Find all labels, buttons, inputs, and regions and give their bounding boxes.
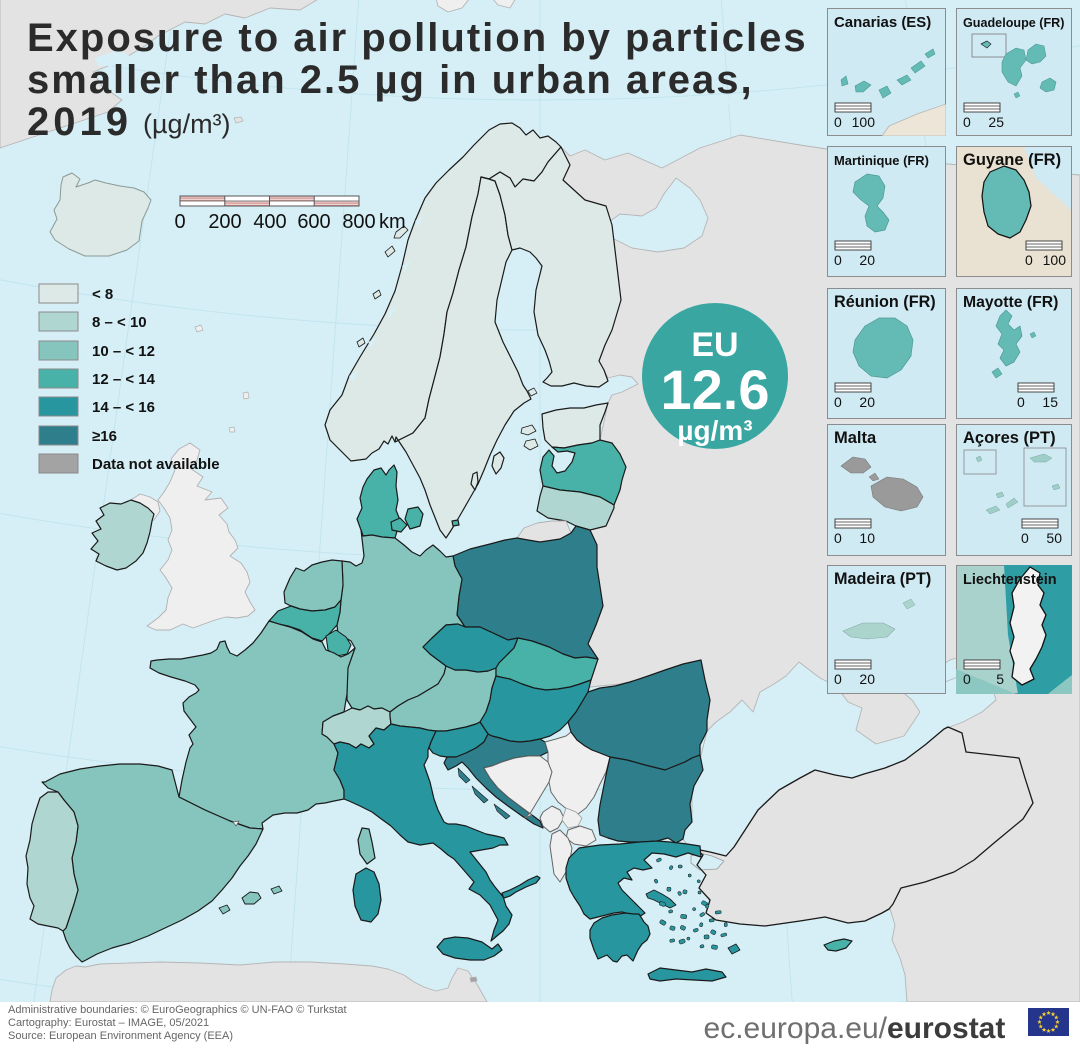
- svg-text:0: 0: [963, 114, 971, 130]
- svg-text:Mayotte (FR): Mayotte (FR): [963, 294, 1058, 311]
- svg-text:Cartography: Eurostat – IMAGE,: Cartography: Eurostat – IMAGE, 05/2021: [8, 1017, 209, 1029]
- svg-text:12.6: 12.6: [661, 358, 770, 421]
- svg-text:Liechtenstein: Liechtenstein: [963, 572, 1057, 588]
- svg-text:8 – < 10: 8 – < 10: [92, 314, 147, 331]
- svg-text:km: km: [379, 211, 406, 233]
- svg-text:0: 0: [834, 530, 842, 546]
- svg-text:0: 0: [963, 671, 971, 687]
- svg-text:50: 50: [1046, 530, 1062, 546]
- svg-text:0: 0: [1021, 530, 1029, 546]
- svg-text:0: 0: [174, 211, 185, 233]
- svg-text:0: 0: [834, 394, 842, 410]
- svg-text:100: 100: [1043, 252, 1067, 268]
- svg-text:0: 0: [834, 671, 842, 687]
- svg-text:14 – < 16: 14 – < 16: [92, 399, 155, 416]
- svg-text:10 – < 12: 10 – < 12: [92, 343, 155, 360]
- svg-text:ec.europa.eu/: ec.europa.eu/: [704, 1012, 888, 1045]
- svg-text:Exposure to air pollution by p: Exposure to air pollution by particles: [27, 16, 808, 60]
- svg-text:(µg/m³): (µg/m³): [143, 109, 231, 139]
- svg-text:EU: EU: [691, 326, 738, 364]
- svg-text:µg/m³: µg/m³: [677, 415, 752, 446]
- svg-text:20: 20: [859, 394, 875, 410]
- svg-text:Administrative boundaries: © E: Administrative boundaries: © EuroGeograp…: [8, 1004, 347, 1016]
- svg-text:25: 25: [988, 114, 1004, 130]
- svg-text:Guadeloupe (FR): Guadeloupe (FR): [963, 16, 1064, 30]
- svg-text:Source: European Environment A: Source: European Environment Agency (EEA…: [8, 1030, 233, 1042]
- svg-text:< 8: < 8: [92, 286, 113, 303]
- svg-text:Açores (PT): Açores (PT): [963, 429, 1056, 447]
- svg-text:Data not available: Data not available: [92, 456, 220, 473]
- svg-text:15: 15: [1042, 394, 1058, 410]
- svg-text:600: 600: [297, 211, 330, 233]
- svg-text:eurostat: eurostat: [887, 1012, 1005, 1045]
- svg-text:smaller than 2.5 µg in urban a: smaller than 2.5 µg in urban areas,: [27, 58, 754, 102]
- svg-text:5: 5: [996, 671, 1004, 687]
- svg-text:0: 0: [1025, 252, 1033, 268]
- svg-text:Canarias (ES): Canarias (ES): [834, 14, 931, 31]
- svg-text:≥16: ≥16: [92, 428, 117, 445]
- svg-text:20: 20: [859, 671, 875, 687]
- svg-text:Malta: Malta: [834, 429, 877, 447]
- svg-text:Martinique (FR): Martinique (FR): [834, 153, 929, 168]
- svg-text:100: 100: [852, 114, 876, 130]
- svg-text:400: 400: [253, 211, 286, 233]
- svg-text:Guyane (FR): Guyane (FR): [963, 151, 1061, 169]
- svg-text:Madeira (PT): Madeira (PT): [834, 570, 931, 588]
- svg-text:2019: 2019: [27, 100, 132, 144]
- svg-text:0: 0: [834, 252, 842, 268]
- svg-text:200: 200: [208, 211, 241, 233]
- svg-text:800: 800: [342, 211, 375, 233]
- svg-text:12 – < 14: 12 – < 14: [92, 371, 156, 388]
- svg-text:0: 0: [1017, 394, 1025, 410]
- svg-text:Réunion (FR): Réunion (FR): [834, 293, 936, 311]
- svg-text:20: 20: [859, 252, 875, 268]
- svg-text:0: 0: [834, 114, 842, 130]
- svg-text:10: 10: [859, 530, 875, 546]
